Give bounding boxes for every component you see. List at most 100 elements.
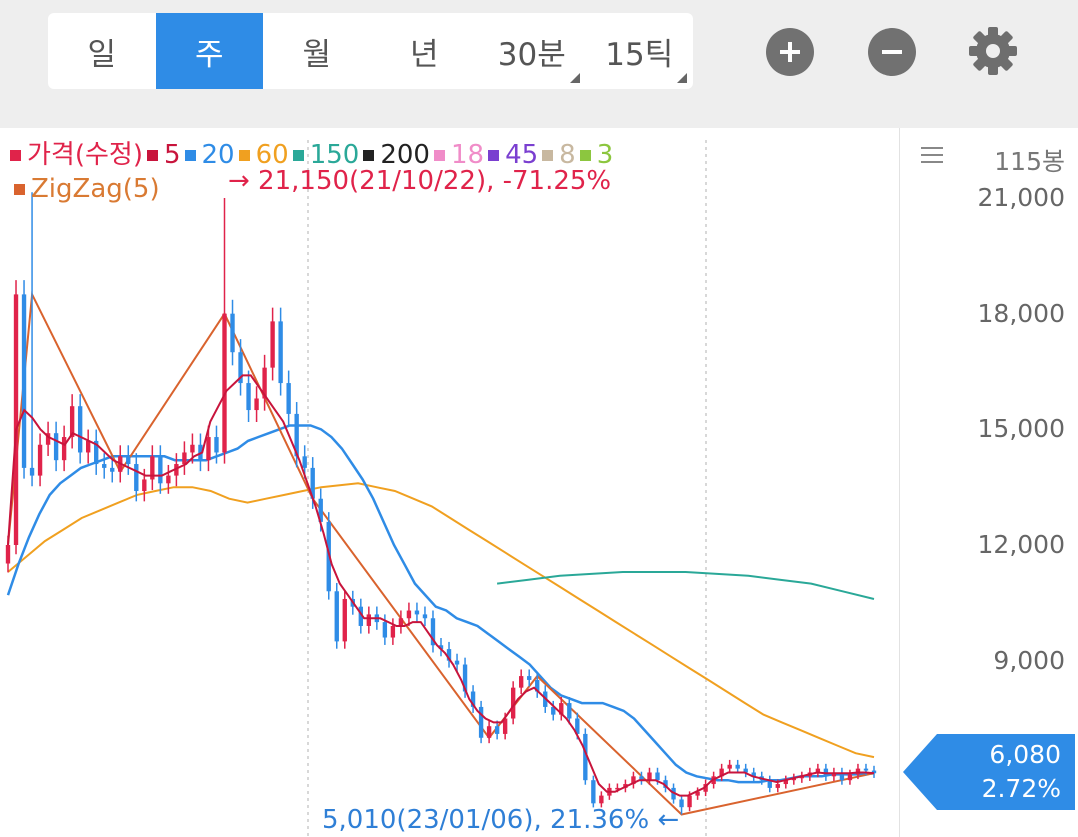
candle bbox=[871, 770, 877, 774]
settings-button[interactable] bbox=[966, 24, 1020, 78]
candle bbox=[86, 440, 91, 453]
gear-icon bbox=[969, 27, 1017, 75]
candle bbox=[414, 610, 420, 615]
tab-label: 일 bbox=[87, 36, 117, 73]
legend-label: 3 bbox=[596, 140, 614, 170]
dropdown-corner-icon bbox=[569, 73, 580, 83]
candle bbox=[310, 467, 315, 499]
dropdown-corner-icon bbox=[677, 73, 687, 83]
legend-item: 3 bbox=[579, 140, 614, 170]
candle bbox=[422, 614, 428, 619]
candle bbox=[735, 764, 740, 769]
candle bbox=[599, 795, 604, 804]
legend-swatch bbox=[146, 150, 158, 161]
legend-label: 18 bbox=[450, 140, 485, 170]
chart-legend: 가격(수정) 5 20 60 150 200 18 45 8 3 bbox=[10, 134, 617, 171]
legend-swatch bbox=[488, 150, 500, 161]
candle bbox=[21, 294, 27, 468]
candle bbox=[230, 313, 235, 353]
candle bbox=[318, 498, 323, 522]
candle bbox=[342, 598, 347, 642]
candle bbox=[29, 467, 35, 476]
menu-icon[interactable] bbox=[921, 147, 943, 168]
candle bbox=[751, 772, 756, 777]
legend-item: 45 bbox=[488, 140, 538, 170]
legend-item: 150 bbox=[292, 140, 359, 170]
legend-label: 20 bbox=[201, 140, 235, 170]
candle bbox=[214, 437, 219, 453]
candle bbox=[286, 383, 291, 414]
legend-swatch bbox=[579, 150, 591, 161]
tab-label: 주 bbox=[194, 36, 224, 73]
period-tabs: 일 주 월 년 30분 15틱 bbox=[48, 13, 693, 89]
candle bbox=[262, 367, 267, 399]
tab-2[interactable]: 월 bbox=[263, 13, 371, 89]
candle bbox=[863, 768, 869, 771]
candle bbox=[102, 464, 107, 468]
tab-5[interactable]: 15틱 bbox=[586, 13, 694, 89]
candle bbox=[142, 479, 147, 492]
y-tick-label: 15,000 bbox=[977, 414, 1065, 444]
candle bbox=[591, 780, 596, 804]
candle bbox=[478, 706, 484, 738]
tab-3[interactable]: 년 bbox=[371, 13, 479, 89]
candle bbox=[559, 703, 564, 715]
candle bbox=[246, 383, 251, 411]
current-price-tag: 6,080 2.72% bbox=[903, 734, 1075, 810]
legend-item: 20 bbox=[184, 140, 235, 170]
legend-item: 5 bbox=[146, 140, 181, 170]
legend-item: 200 bbox=[363, 140, 430, 170]
legend-label: 200 bbox=[380, 140, 430, 170]
current-price-change: 2.72% bbox=[981, 774, 1061, 803]
chart-area[interactable] bbox=[0, 128, 1078, 837]
candle bbox=[454, 660, 460, 665]
candle bbox=[166, 475, 171, 484]
candle bbox=[61, 437, 67, 461]
candle bbox=[719, 768, 724, 777]
candle bbox=[783, 780, 788, 785]
legend-swatch bbox=[238, 150, 250, 161]
candle bbox=[382, 622, 388, 638]
legend-swatch bbox=[433, 150, 445, 161]
candle bbox=[815, 768, 821, 773]
candle bbox=[839, 772, 845, 781]
candle bbox=[94, 440, 99, 465]
zigzag-legend: ZigZag(5) bbox=[14, 174, 160, 204]
zoom-out-button[interactable] bbox=[868, 28, 916, 76]
candle bbox=[494, 726, 500, 734]
legend-label: 가격(수정) bbox=[27, 140, 143, 170]
max-price-annotation: → 21,150(21/10/22), -71.25% bbox=[228, 166, 612, 196]
tab-1[interactable]: 주 bbox=[155, 13, 263, 89]
candle bbox=[254, 398, 259, 411]
candle bbox=[110, 467, 115, 472]
legend-item: 60 bbox=[238, 140, 289, 170]
candle bbox=[519, 676, 524, 688]
candle bbox=[775, 784, 780, 788]
candle bbox=[502, 718, 508, 734]
tab-0[interactable]: 일 bbox=[48, 13, 156, 89]
candle bbox=[126, 456, 131, 465]
zigzag-label: ZigZag(5) bbox=[31, 174, 160, 204]
price-chart[interactable] bbox=[0, 128, 899, 837]
candle bbox=[687, 795, 692, 808]
zoom-in-button[interactable] bbox=[766, 28, 814, 76]
candle bbox=[639, 776, 644, 781]
candle bbox=[278, 321, 283, 384]
candle bbox=[222, 313, 227, 453]
y-tick-label: 21,000 bbox=[977, 183, 1065, 212]
candle bbox=[679, 799, 684, 808]
tab-4[interactable]: 30분 bbox=[478, 13, 586, 89]
plus-icon bbox=[780, 42, 800, 62]
zigzag-line bbox=[7, 290, 875, 816]
y-tick-label: 9,000 bbox=[993, 645, 1065, 675]
candle bbox=[462, 664, 468, 692]
candle bbox=[13, 294, 19, 545]
candle bbox=[438, 645, 444, 650]
candle bbox=[406, 610, 412, 619]
candle bbox=[190, 444, 195, 453]
price-tag-shape bbox=[903, 734, 1075, 810]
ma5-line bbox=[7, 374, 875, 797]
candle bbox=[238, 352, 243, 384]
legend-label: 60 bbox=[255, 140, 289, 170]
zigzag-swatch bbox=[14, 184, 25, 195]
